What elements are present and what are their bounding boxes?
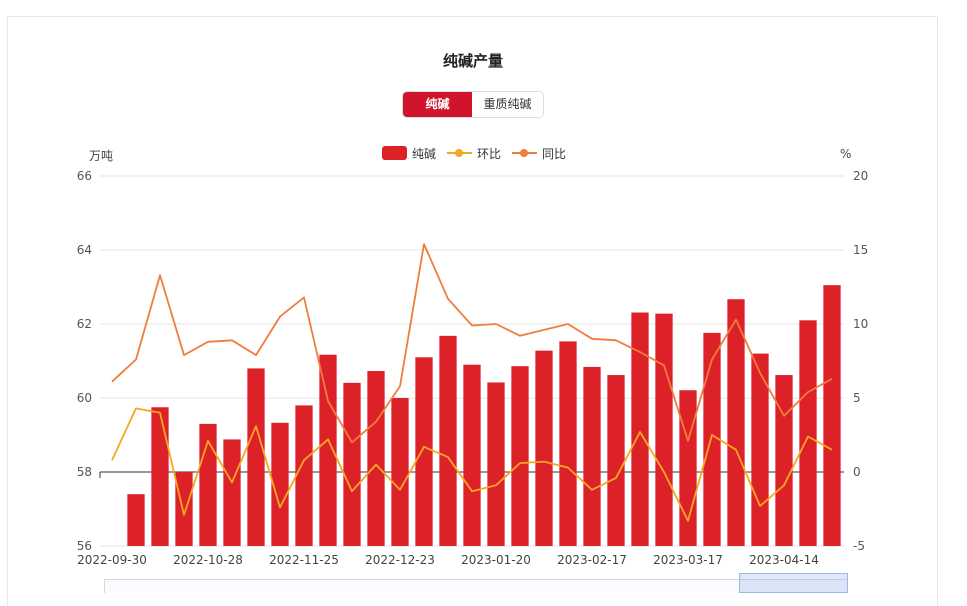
chart-plot: 56 58 60 62 64 66 -5 0 5 10 15 20 2022-09-30 2022-10-… xyxy=(77,169,869,567)
bar xyxy=(607,375,625,546)
bar xyxy=(775,375,793,546)
legend-mom-label: 环比 xyxy=(477,146,502,161)
x-tick-label: 2022-09-30 xyxy=(77,553,147,567)
bar xyxy=(151,407,169,546)
bar xyxy=(727,299,745,546)
bar xyxy=(799,320,817,546)
right-tick-label: -5 xyxy=(853,539,865,553)
yoy-line xyxy=(111,243,833,444)
x-tick-label: 2022-12-23 xyxy=(365,553,435,567)
left-tick-label: 58 xyxy=(77,465,92,479)
bar xyxy=(295,405,313,546)
bar xyxy=(415,357,433,546)
bar xyxy=(439,335,457,546)
right-tick-label: 15 xyxy=(853,243,868,257)
right-axis-unit: % xyxy=(840,147,852,161)
legend-item-mom[interactable]: 环比 xyxy=(447,145,501,162)
bar xyxy=(535,350,553,546)
legend-mom-swatch xyxy=(447,146,473,160)
bar xyxy=(823,285,841,546)
bar xyxy=(487,382,505,546)
left-tick-label: 62 xyxy=(77,317,92,331)
toggle-dense-soda-ash-button[interactable]: 重质纯碱 xyxy=(472,92,543,117)
bar xyxy=(559,341,577,546)
legend-bar-swatch xyxy=(382,146,407,160)
bar xyxy=(271,422,289,546)
bar xyxy=(703,332,721,546)
right-tick-label: 0 xyxy=(853,465,861,479)
left-tick-label: 64 xyxy=(77,243,92,257)
legend-item-yoy[interactable]: 同比 xyxy=(512,145,566,162)
data-zoom-window[interactable] xyxy=(739,573,848,593)
left-axis-unit: 万吨 xyxy=(89,149,114,163)
data-zoom-track[interactable] xyxy=(104,579,848,593)
product-toggle: 纯碱 重质纯碱 xyxy=(402,91,544,118)
chart-title: 纯碱产量 xyxy=(442,52,503,70)
left-tick-label: 60 xyxy=(77,391,92,405)
bar xyxy=(511,366,529,546)
bar xyxy=(583,366,601,546)
x-tick-label: 2023-02-17 xyxy=(557,553,627,567)
bar xyxy=(367,370,385,546)
mom-line xyxy=(111,407,833,522)
legend-yoy-label: 同比 xyxy=(542,146,567,161)
chart-legend: 纯碱 环比 同比 xyxy=(382,145,577,161)
left-tick-label: 56 xyxy=(77,539,92,553)
right-tick-label: 10 xyxy=(853,317,868,331)
legend-item-bar[interactable]: 纯碱 xyxy=(382,145,436,162)
bar xyxy=(175,472,193,546)
bar xyxy=(655,313,673,546)
bar xyxy=(247,368,265,546)
left-tick-label: 66 xyxy=(77,169,92,183)
bar xyxy=(343,382,361,546)
x-tick-label: 2023-03-17 xyxy=(653,553,723,567)
bar xyxy=(463,364,481,546)
x-tick-label: 2022-11-25 xyxy=(269,553,339,567)
x-tick-label: 2023-04-14 xyxy=(749,553,819,567)
legend-yoy-swatch xyxy=(512,146,538,160)
bar xyxy=(631,312,649,546)
right-tick-label: 20 xyxy=(853,169,868,183)
bar xyxy=(127,494,145,546)
bar xyxy=(223,439,241,546)
x-tick-label: 2023-01-20 xyxy=(461,553,531,567)
legend-bar-label: 纯碱 xyxy=(412,146,437,161)
bar xyxy=(319,354,337,546)
right-tick-label: 5 xyxy=(853,391,861,405)
bar xyxy=(679,390,697,546)
bar xyxy=(391,398,409,546)
toggle-soda-ash-button[interactable]: 纯碱 xyxy=(403,92,472,117)
x-tick-label: 2022-10-28 xyxy=(173,553,243,567)
